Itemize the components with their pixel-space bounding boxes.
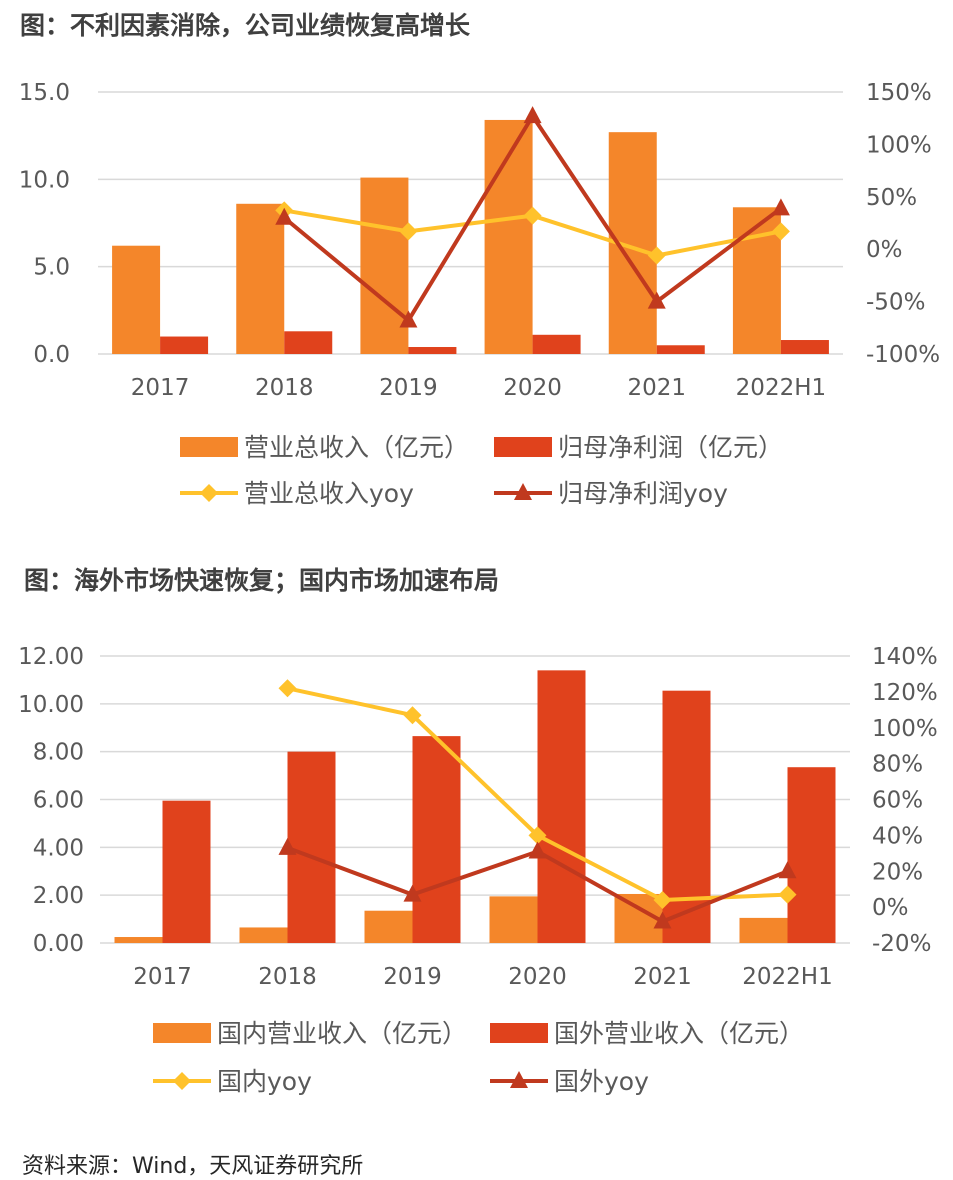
y-left-tick-label: 0.0 bbox=[33, 342, 70, 368]
y-left-tick-label: 8.00 bbox=[33, 740, 84, 766]
y-left-tick-label: 10.0 bbox=[19, 167, 70, 193]
x-tick-label: 2022H1 bbox=[736, 375, 826, 401]
y-right-tick-label: 50% bbox=[866, 185, 917, 211]
bar-series1 bbox=[732, 207, 781, 354]
x-tick-label: 2018 bbox=[258, 964, 317, 990]
legend-label: 国内yoy bbox=[217, 1067, 312, 1096]
y-left-tick-label: 10.00 bbox=[18, 692, 84, 718]
x-tick-label: 2018 bbox=[255, 375, 314, 401]
legend-marker-diamond bbox=[200, 484, 218, 502]
legend-label: 归母净利润（亿元） bbox=[558, 433, 783, 462]
y-left-tick-label: 0.00 bbox=[33, 931, 84, 957]
x-tick-label: 2022H1 bbox=[742, 964, 832, 990]
marker-triangle bbox=[403, 884, 422, 902]
x-tick-label: 2021 bbox=[633, 964, 692, 990]
marker-diamond bbox=[278, 679, 297, 698]
y-right-tick-label: 0% bbox=[872, 895, 909, 921]
x-tick-label: 2017 bbox=[133, 964, 192, 990]
y-left-tick-label: 12.00 bbox=[18, 644, 84, 670]
legend-swatch-bar bbox=[494, 437, 552, 457]
marker-diamond bbox=[523, 206, 542, 225]
y-right-tick-label: 150% bbox=[866, 80, 932, 106]
y-right-tick-label: 0% bbox=[866, 237, 903, 263]
bar-series1 bbox=[236, 203, 285, 354]
bar-series1 bbox=[364, 910, 413, 943]
x-tick-label: 2020 bbox=[508, 964, 567, 990]
legend-swatch-bar bbox=[490, 1023, 548, 1043]
bar-series2 bbox=[162, 800, 211, 943]
figure-title-1: 图：不利因素消除，公司业绩恢复高增长 bbox=[20, 11, 471, 40]
legend-swatch-bar bbox=[153, 1023, 211, 1043]
legend-label: 国外营业收入（亿元） bbox=[554, 1019, 804, 1048]
marker-triangle bbox=[771, 198, 790, 216]
bar-series2 bbox=[656, 345, 705, 354]
bar-series1 bbox=[239, 927, 288, 943]
bar-series1 bbox=[360, 177, 409, 354]
figure-title-2: 图：海外市场快速恢复；国内市场加速布局 bbox=[24, 566, 500, 595]
x-tick-label: 2019 bbox=[379, 375, 438, 401]
bar-series2 bbox=[412, 736, 461, 943]
marker-diamond bbox=[778, 885, 797, 904]
marker-triangle bbox=[528, 841, 547, 859]
legend-swatch-bar bbox=[180, 437, 238, 457]
y-left-tick-label: 5.0 bbox=[33, 255, 70, 281]
bar-series1 bbox=[114, 937, 163, 943]
bar-series1 bbox=[112, 245, 161, 354]
y-right-tick-label: -20% bbox=[872, 931, 931, 957]
y-left-tick-label: 2.00 bbox=[33, 883, 84, 909]
bar-series2 bbox=[408, 347, 457, 354]
y-right-tick-label: -50% bbox=[866, 290, 925, 316]
marker-diamond bbox=[653, 890, 672, 909]
marker-triangle bbox=[523, 106, 542, 124]
marker-triangle bbox=[278, 837, 297, 855]
chart-domestic-overseas: 0.00 2.00 4.00 6.00 8.00 10.00 12.00 -20% 0% 20% 4… bbox=[18, 644, 938, 1096]
y-right-tick-label: 100% bbox=[872, 716, 938, 742]
bar-series1 bbox=[489, 896, 538, 943]
marker-triangle bbox=[647, 291, 666, 309]
bar-series2 bbox=[284, 331, 333, 354]
y-right-tick-label: 100% bbox=[866, 132, 932, 158]
legend-label: 归母净利润yoy bbox=[558, 479, 728, 508]
x-tick-label: 2019 bbox=[383, 964, 442, 990]
marker-diamond bbox=[647, 246, 666, 265]
x-tick-label: 2020 bbox=[503, 375, 562, 401]
marker-diamond bbox=[399, 222, 418, 241]
bar-series2 bbox=[537, 670, 586, 943]
marker-triangle bbox=[399, 310, 418, 328]
x-tick-label: 2021 bbox=[627, 375, 686, 401]
marker-diamond bbox=[528, 826, 547, 845]
x-tick-label: 2017 bbox=[131, 375, 190, 401]
y-right-tick-label: 40% bbox=[872, 823, 923, 849]
y-left-tick-label: 4.00 bbox=[33, 835, 84, 861]
y-right-tick-label: 140% bbox=[872, 644, 938, 670]
legend-label: 营业总收入yoy bbox=[244, 479, 414, 508]
y-right-tick-label: 60% bbox=[872, 788, 923, 814]
legend-label: 营业总收入（亿元） bbox=[244, 433, 469, 462]
y-left-tick-label: 6.00 bbox=[33, 788, 84, 814]
y-right-tick-label: 20% bbox=[872, 859, 923, 885]
legend-marker-triangle bbox=[514, 483, 532, 500]
legend-label: 国内营业收入（亿元） bbox=[217, 1019, 467, 1048]
y-left-tick-label: 15.0 bbox=[19, 80, 70, 106]
y-right-tick-label: 80% bbox=[872, 752, 923, 778]
legend-label: 国外yoy bbox=[554, 1067, 649, 1096]
bar-series2 bbox=[160, 336, 209, 354]
chart-revenue-profit: 0.0 5.0 10.0 15.0 -100% -50% 0% 50% 100% 150% 2017… bbox=[19, 80, 940, 508]
marker-triangle bbox=[275, 207, 294, 225]
marker-diamond bbox=[403, 706, 422, 725]
y-right-tick-label: 120% bbox=[872, 680, 938, 706]
marker-triangle bbox=[778, 861, 797, 879]
legend-marker-triangle bbox=[510, 1071, 528, 1088]
source-note: 资料来源：Wind，天风证券研究所 bbox=[22, 1154, 364, 1179]
marker-diamond bbox=[771, 222, 790, 241]
bar-series2 bbox=[532, 334, 581, 354]
y-right-tick-label: -100% bbox=[866, 342, 940, 368]
legend-marker-diamond bbox=[173, 1072, 191, 1090]
bar-series2 bbox=[780, 340, 829, 354]
bar-series1 bbox=[739, 917, 788, 943]
bar-series2 bbox=[287, 751, 336, 943]
bar-series2 bbox=[787, 767, 836, 943]
marker-triangle bbox=[653, 911, 672, 929]
